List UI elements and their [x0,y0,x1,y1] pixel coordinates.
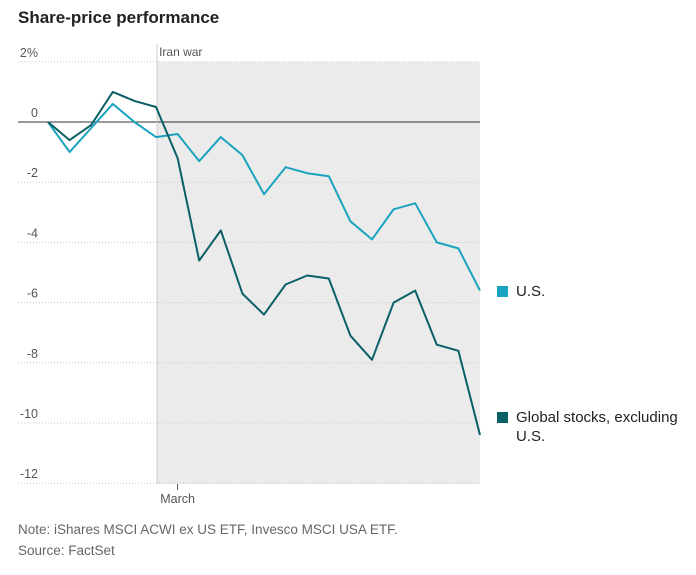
legend-swatch-us [497,286,508,297]
legend-label-us: U.S. [516,283,546,300]
shaded-period [157,62,480,484]
series-line-global [47,90,481,436]
legend-swatch-global [497,412,508,423]
y-tick-label: 2% [20,46,38,60]
y-tick-label: -12 [20,467,38,481]
y-tick-label: 0 [31,106,38,120]
shaded-period-label: Iran war [159,45,202,59]
legend-item-us: U.S. [497,282,696,301]
legend-item-global: Global stocks, excluding U.S. [497,408,696,446]
y-tick-label: -2 [27,166,38,180]
line-chart: Iran war 2% 0 -2 -4 -6 -8 -10 -12 March [18,44,481,506]
y-tick-label: -6 [27,287,38,301]
series-line-us [47,102,481,292]
chart-title: Share-price performance [18,8,220,27]
legend-label-global: Global stocks, excluding U.S. [516,409,678,445]
y-tick-label: -10 [20,407,38,421]
note-text: Note: iShares MSCI ACWI ex US ETF, Inves… [18,522,398,537]
y-tick-label: -4 [27,226,38,240]
x-tick-label: March [160,492,195,506]
source-text: Source: FactSet [18,543,115,558]
y-tick-label: -8 [27,347,38,361]
